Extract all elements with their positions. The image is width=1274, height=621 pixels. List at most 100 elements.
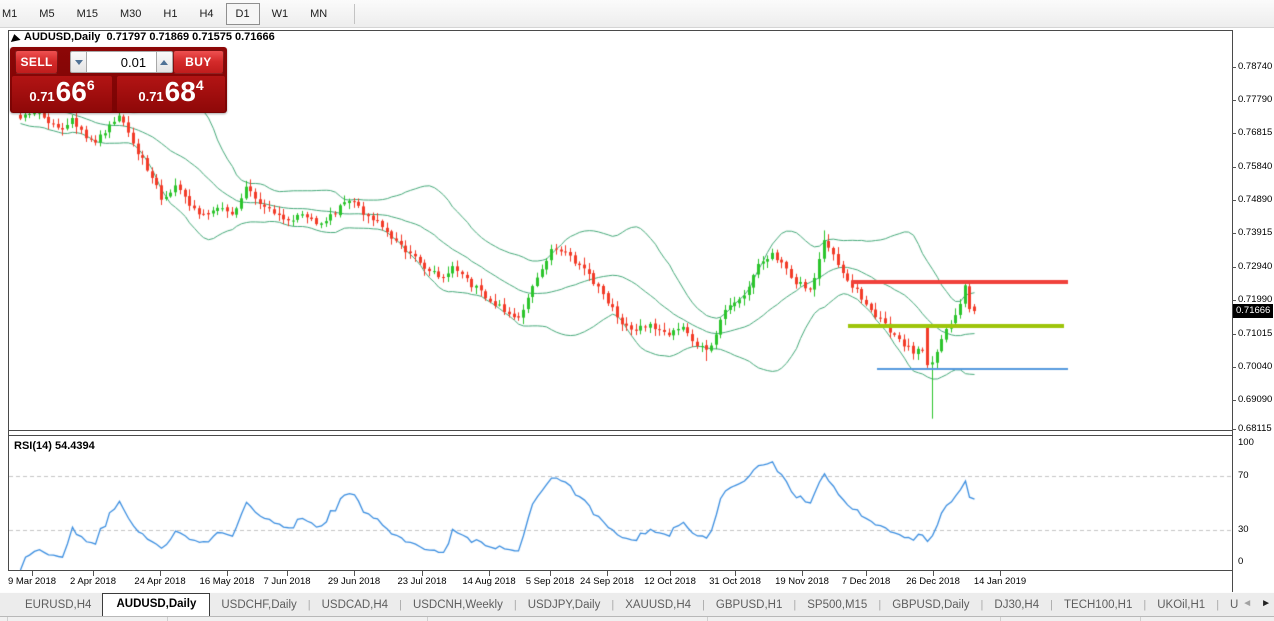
date-tick-mark [670, 571, 671, 576]
timeframe-button-w1[interactable]: W1 [271, 7, 289, 20]
tab-audusd-daily[interactable]: AUDUSD,Daily [102, 593, 211, 616]
date-tick-label: 23 Jul 2018 [397, 576, 447, 587]
date-tick-mark [354, 571, 355, 576]
price-tick-label: 0.70040 [1238, 361, 1273, 372]
tab-u[interactable]: U [1230, 599, 1239, 611]
timeframe-button-h4[interactable]: H4 [199, 7, 214, 20]
price-tick-label: 0.68115 [1238, 423, 1272, 434]
rsi-bottom-border [8, 570, 1233, 571]
buy-price-big: 68 [164, 76, 196, 107]
chart-ohlc-values: 0.71797 0.71869 0.71575 0.71666 [106, 31, 275, 43]
pane-splitter-top[interactable] [8, 430, 1233, 431]
tab-separator: | [1216, 599, 1220, 611]
tab-separator: | [878, 599, 882, 611]
tab-sp500-m15[interactable]: SP500,M15 [807, 599, 868, 611]
date-tick-label: 29 Jun 2018 [327, 576, 381, 587]
tab-usdchf-daily[interactable]: USDCHF,Daily [221, 599, 297, 611]
date-tick-label: 24 Apr 2018 [134, 576, 186, 587]
status-strip-notch [7, 617, 8, 621]
date-tick-label: 31 Oct 2018 [709, 576, 761, 587]
buy-price-display[interactable]: 0.71 68 4 [117, 76, 225, 112]
price-tick-label: 0.74890 [1238, 194, 1273, 205]
tabs-scroll-right-button[interactable]: ► [1261, 598, 1271, 609]
buy-button[interactable]: BUY [172, 50, 224, 74]
tab-gbpusd-daily[interactable]: GBPUSD,Daily [892, 599, 970, 611]
price-tick-mark [1232, 100, 1236, 101]
date-tick-mark [802, 571, 803, 576]
timeframe-button-d1[interactable]: D1 [225, 2, 260, 25]
chart-title: AUDUSD,Daily 0.71797 0.71869 0.71575 0.7… [24, 31, 275, 43]
tab-gbpusd-h1[interactable]: GBPUSD,H1 [715, 599, 783, 611]
date-tick-label: 12 Oct 2018 [644, 576, 696, 587]
date-tick-label: 14 Jan 2019 [973, 576, 1027, 587]
date-tick-mark [422, 571, 423, 576]
date-tick-mark [93, 571, 94, 576]
price-tick-label: 0.73915 [1238, 227, 1273, 238]
price-tick-mark [1232, 267, 1236, 268]
buy-price-pip: 4 [195, 77, 204, 93]
tab-usdcnh-weekly[interactable]: USDCNH,Weekly [412, 599, 503, 611]
price-tick-mark [1232, 300, 1236, 301]
sell-price-big: 66 [55, 76, 87, 107]
rsi-indicator-canvas[interactable] [9, 436, 1232, 570]
date-tick-label: 16 May 2018 [199, 576, 255, 587]
price-tick-mark [1232, 429, 1236, 430]
chart-symbol-label: AUDUSD,Daily [24, 31, 101, 43]
sell-button[interactable]: SELL [15, 50, 59, 74]
date-tick-label: 24 Sep 2018 [580, 576, 634, 587]
rsi-indicator-label: RSI(14) 54.4394 [14, 440, 95, 452]
timeframe-button-m30[interactable]: M30 [119, 7, 142, 20]
price-tick-mark [1232, 334, 1236, 335]
tab-separator: | [513, 599, 517, 611]
toolbar-separator [354, 3, 356, 24]
tab-separator: | [611, 599, 615, 611]
arrow-down-icon [74, 59, 83, 65]
tab-eurusd-h4[interactable]: EURUSD,H4 [25, 599, 92, 611]
timeframe-button-h1[interactable]: H1 [163, 7, 178, 20]
date-tick-mark [866, 571, 867, 576]
tab-separator: | [793, 599, 797, 611]
volume-increase-button[interactable] [156, 51, 173, 73]
price-tick-mark [1232, 400, 1236, 401]
volume-input[interactable]: 0.01 [87, 51, 157, 73]
tab-xauusd-h4[interactable]: XAUUSD,H4 [625, 599, 692, 611]
sell-price-pip: 6 [86, 77, 95, 93]
sell-price-display[interactable]: 0.71 66 6 [12, 76, 112, 112]
status-strip [0, 616, 1274, 621]
pane-splitter-bottom[interactable] [8, 435, 1233, 436]
date-tick-mark [550, 571, 551, 576]
price-tick-mark [1232, 367, 1236, 368]
rsi-tick-label: 0 [1238, 556, 1244, 567]
status-strip-notch [1140, 617, 1141, 621]
timeframe-button-m1[interactable]: M1 [2, 7, 18, 20]
date-tick-label: 9 Mar 2018 [7, 576, 57, 587]
tabs-scroll-left-button[interactable]: ◄ [1242, 598, 1253, 609]
sell-price-prefix: 0.71 [29, 89, 55, 104]
status-strip-notch [427, 617, 428, 621]
rsi-tick-label: 100 [1238, 437, 1254, 448]
date-tick-mark [607, 571, 608, 576]
tab-separator: | [307, 599, 311, 611]
tab-tech100-h1[interactable]: TECH100,H1 [1064, 599, 1133, 611]
tab-usdjpy-daily[interactable]: USDJPY,Daily [527, 599, 601, 611]
price-tick-label: 0.71990 [1238, 294, 1273, 305]
timeframe-button-mn[interactable]: MN [310, 7, 328, 20]
tab-ukoil-h1[interactable]: UKOil,H1 [1157, 599, 1206, 611]
date-tick-label: 14 Aug 2018 [462, 576, 516, 587]
price-tick-label: 0.71015 [1238, 328, 1273, 339]
timeframe-toolbar: M1 M5 M15 M30 H1 H4 D1 W1 MN [0, 0, 1274, 28]
date-tick-label: 2 Apr 2018 [70, 576, 116, 587]
price-tick-mark [1232, 233, 1236, 234]
price-axis-border [1232, 30, 1233, 592]
volume-decrease-button[interactable] [70, 51, 88, 73]
timeframe-button-m5[interactable]: M5 [39, 7, 55, 20]
price-tick-mark [1232, 133, 1236, 134]
price-tick-label: 0.69090 [1238, 394, 1273, 405]
timeframe-button-m15[interactable]: M15 [76, 7, 98, 20]
current-price-label: 0.71666 [1233, 304, 1274, 318]
status-strip-notch [1000, 617, 1001, 621]
tab-usdcad-h4[interactable]: USDCAD,H4 [321, 599, 389, 611]
tab-dj30-h4[interactable]: DJ30,H4 [994, 599, 1040, 611]
rsi-tick-label: 70 [1238, 470, 1249, 481]
chart-left-border [8, 30, 9, 571]
